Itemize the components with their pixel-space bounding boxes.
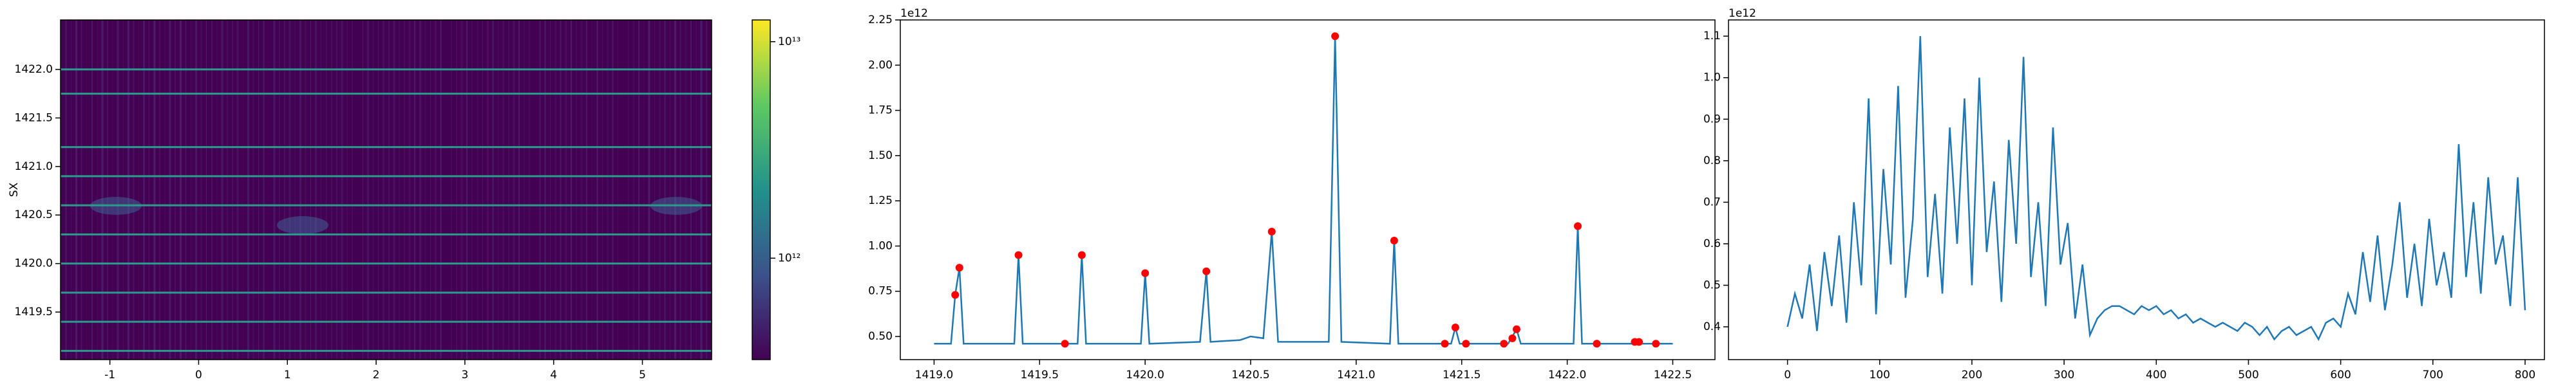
peak-marker bbox=[1141, 269, 1150, 277]
peak-marker bbox=[1390, 237, 1398, 245]
x-tick-label: 100 bbox=[1870, 369, 1890, 381]
y-tick-label: 0.5 bbox=[1703, 279, 1721, 291]
y-tick-label: 1420.5 bbox=[15, 208, 53, 221]
colorbar bbox=[752, 19, 771, 360]
x-tick-label: 4 bbox=[550, 369, 557, 381]
x-tick-label: 0 bbox=[1784, 369, 1791, 381]
peak-marker bbox=[1635, 338, 1643, 346]
axes-frame bbox=[1728, 19, 2545, 360]
x-tick-label: 1420.0 bbox=[1126, 369, 1164, 381]
colorbar-tick-label: 10¹² bbox=[778, 252, 800, 264]
x-tick-label: 1 bbox=[284, 369, 291, 381]
y-tick-label: 1420.0 bbox=[15, 257, 53, 270]
x-tick-label: 0 bbox=[195, 369, 202, 381]
peak-marker bbox=[1652, 340, 1660, 348]
y-tick-label: 2.00 bbox=[868, 59, 893, 71]
offset-text: 1e12 bbox=[1728, 7, 1756, 20]
y-tick-label: 1.00 bbox=[868, 239, 893, 252]
y-tick-label: 0.75 bbox=[868, 285, 893, 298]
x-tick-label: 1419.5 bbox=[1021, 369, 1059, 381]
x-tick-label: 3 bbox=[461, 369, 468, 381]
y-tick-label: 0.9 bbox=[1703, 113, 1721, 125]
offset-text: 1e12 bbox=[900, 7, 928, 20]
y-tick-label: 0.50 bbox=[868, 330, 893, 343]
data-line bbox=[934, 36, 1673, 345]
peak-marker bbox=[1573, 222, 1582, 230]
x-tick-label: 1422.5 bbox=[1654, 369, 1692, 381]
y-tick-label: 1.1 bbox=[1703, 30, 1721, 42]
peak-marker bbox=[1451, 323, 1459, 331]
heatmap-background bbox=[61, 20, 712, 360]
y-tick-label: 1421.5 bbox=[15, 111, 53, 124]
peak-marker bbox=[1202, 267, 1211, 275]
peak-marker bbox=[955, 264, 963, 272]
y-tick-label: 1.0 bbox=[1703, 71, 1721, 84]
y-tick-label: 1.75 bbox=[868, 104, 893, 117]
peak-marker bbox=[1077, 251, 1086, 259]
x-tick-label: 200 bbox=[1962, 369, 1982, 381]
peak-marker bbox=[1331, 32, 1340, 41]
data-line bbox=[1786, 36, 2526, 342]
peak-marker bbox=[1014, 251, 1023, 259]
peak-marker bbox=[1508, 334, 1517, 342]
peak-marker bbox=[1512, 325, 1520, 333]
y-tick-label: 1421.0 bbox=[15, 160, 53, 173]
x-tick-label: 1420.5 bbox=[1231, 369, 1269, 381]
x-tick-label: 800 bbox=[2515, 369, 2535, 381]
x-tick-label: 300 bbox=[2054, 369, 2074, 381]
heatmap-blob bbox=[277, 216, 328, 234]
peak-marker bbox=[1500, 340, 1508, 348]
x-tick-label: 1422.0 bbox=[1548, 369, 1586, 381]
y-tick-label: 2.25 bbox=[868, 14, 893, 26]
peak-marker bbox=[1593, 340, 1601, 348]
x-tick-label: 400 bbox=[2146, 369, 2166, 381]
x-tick-label: 1419.0 bbox=[915, 369, 953, 381]
x-tick-label: 1421.5 bbox=[1443, 369, 1481, 381]
y-tick-label: 1.50 bbox=[868, 149, 893, 162]
colorbar-tick-label: 10¹³ bbox=[778, 35, 800, 48]
y-tick-label: 0.4 bbox=[1703, 320, 1721, 333]
peak-marker bbox=[1061, 340, 1069, 348]
x-tick-label: 2 bbox=[373, 369, 380, 381]
peak-marker bbox=[1267, 227, 1276, 235]
peak-marker bbox=[951, 291, 960, 299]
x-tick-label: 600 bbox=[2330, 369, 2351, 381]
x-tick-label: 700 bbox=[2423, 369, 2443, 381]
y-axis-label: SX bbox=[8, 182, 21, 197]
y-tick-label: 1419.5 bbox=[15, 306, 53, 318]
y-tick-label: 0.8 bbox=[1703, 154, 1721, 167]
x-tick-label: -1 bbox=[104, 369, 115, 381]
x-tick-label: 1421.0 bbox=[1337, 369, 1375, 381]
x-tick-label: 5 bbox=[639, 369, 646, 381]
y-tick-label: 0.6 bbox=[1703, 237, 1721, 250]
x-tick-label: 500 bbox=[2238, 369, 2259, 381]
y-tick-label: 0.7 bbox=[1703, 196, 1721, 208]
axes-frame bbox=[900, 19, 1716, 360]
peak-marker bbox=[1441, 340, 1449, 348]
y-tick-label: 1422.0 bbox=[15, 63, 53, 76]
peak-marker bbox=[1462, 340, 1470, 348]
y-tick-label: 1.25 bbox=[868, 194, 893, 207]
axes-frame bbox=[60, 19, 712, 360]
